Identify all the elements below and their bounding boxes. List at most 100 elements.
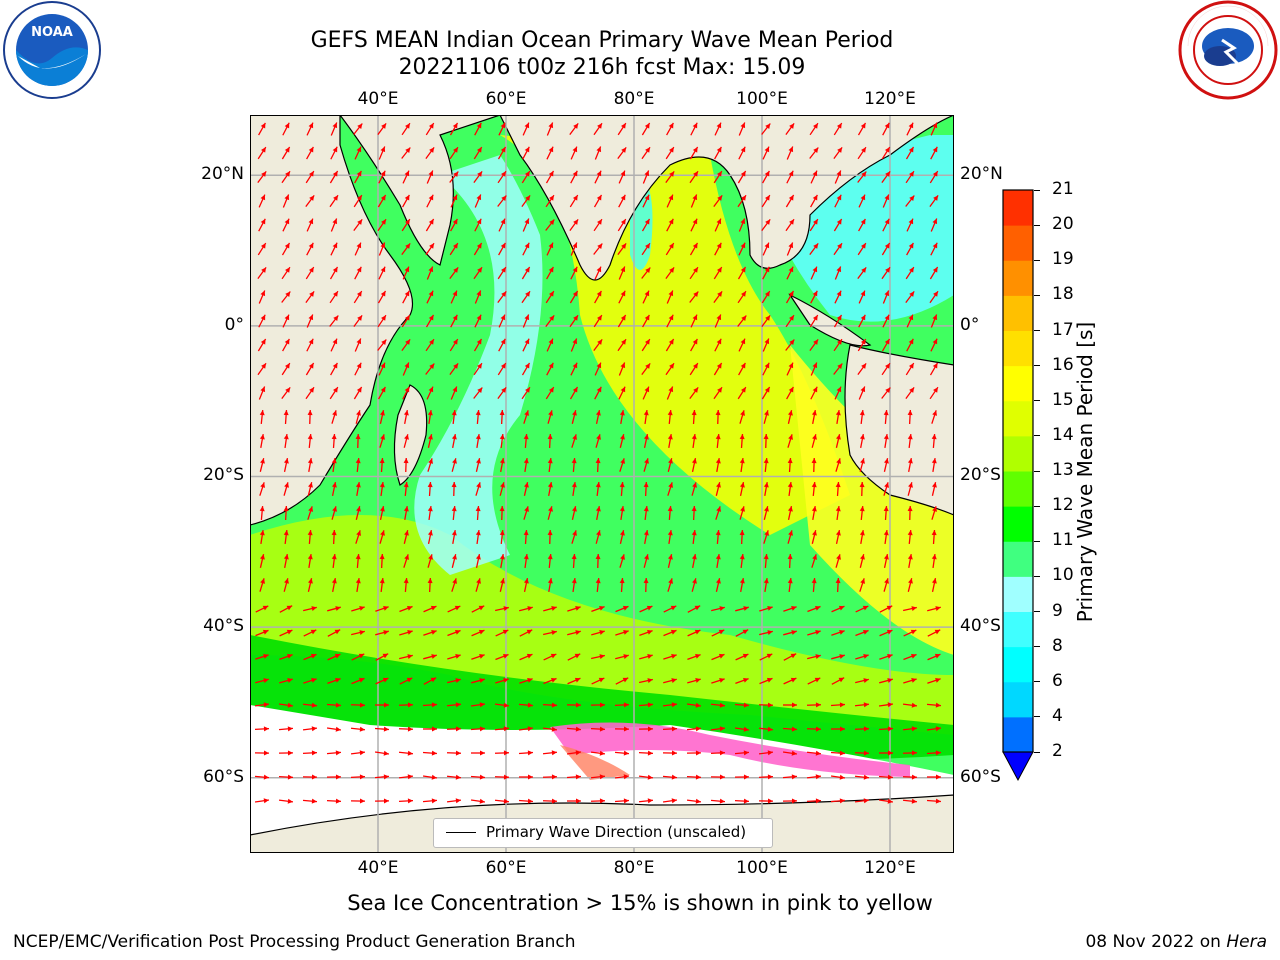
wave-arrow	[571, 410, 577, 424]
wave-arrow	[471, 605, 485, 613]
footer-credit: NCEP/EMC/Verification Post Processing Pr…	[13, 932, 576, 952]
wave-arrow	[595, 434, 601, 448]
wave-arrow	[474, 218, 482, 232]
colorbar-tick-mark	[1034, 294, 1040, 296]
colorbar-extend-low	[1002, 751, 1034, 782]
wave-arrow	[641, 146, 651, 160]
wave-arrow	[498, 314, 506, 328]
wave-arrow	[854, 750, 870, 756]
wave-arrow	[881, 146, 891, 160]
wave-arrow	[763, 530, 769, 544]
wave-arrow	[858, 386, 866, 400]
wave-arrow	[787, 457, 793, 473]
wave-arrow	[521, 290, 531, 304]
wave-arrow	[614, 774, 630, 780]
wave-arrow	[523, 410, 529, 424]
wave-arrow	[762, 242, 770, 256]
wave-arrow	[330, 146, 338, 160]
wave-arrow	[471, 678, 485, 684]
wave-arrow	[451, 458, 457, 472]
wave-arrow	[714, 338, 722, 352]
wave-arrow	[427, 530, 433, 544]
wave-arrow	[905, 170, 915, 184]
wave-arrow	[662, 774, 678, 780]
wave-arrow	[859, 481, 865, 497]
wave-arrow	[475, 578, 481, 592]
wave-arrow	[759, 677, 773, 685]
wave-arrow	[590, 702, 606, 708]
wave-arrow	[375, 630, 389, 636]
wave-arrow	[762, 362, 770, 376]
wave-arrow	[329, 386, 339, 400]
wave-arrow	[763, 457, 769, 473]
wave-arrow	[761, 123, 771, 135]
wave-arrow	[786, 362, 794, 376]
wave-arrow	[662, 726, 678, 732]
wave-arrow	[806, 750, 822, 756]
wave-arrow	[398, 702, 414, 708]
wave-arrow	[809, 147, 819, 159]
wave-arrow	[642, 314, 650, 328]
wave-arrow	[403, 505, 409, 521]
wave-arrow	[566, 726, 582, 732]
wave-arrow	[926, 702, 942, 708]
wave-arrow	[450, 194, 458, 208]
wave-arrow	[546, 266, 554, 280]
wave-arrow	[303, 653, 317, 661]
wave-arrow	[665, 146, 675, 160]
wave-arrow	[859, 578, 865, 592]
wave-arrow	[427, 409, 433, 425]
lat-tick-label: 40°S	[960, 616, 1001, 637]
colorbar-tick-label: 11	[1052, 530, 1074, 551]
wave-arrow	[374, 750, 390, 756]
wave-arrow	[302, 702, 318, 708]
wave-arrow	[739, 529, 745, 545]
wave-arrow	[546, 242, 554, 256]
wave-arrow	[473, 146, 483, 160]
wave-arrow	[591, 630, 605, 636]
wave-arrow	[326, 798, 342, 804]
wave-arrow	[710, 798, 726, 804]
wave-arrow	[257, 338, 267, 352]
wave-arrow	[907, 433, 913, 449]
wave-arrow	[281, 387, 291, 399]
wave-arrow	[690, 218, 698, 232]
wave-arrow	[567, 677, 581, 685]
wave-arrow	[519, 606, 533, 612]
noaa-logo: NOAA	[3, 1, 101, 99]
wave-arrow	[594, 362, 602, 376]
wave-arrow	[619, 458, 625, 472]
colorbar-segment	[1003, 365, 1033, 402]
wave-arrow	[254, 750, 270, 756]
wave-arrow	[403, 410, 409, 424]
wave-arrow	[470, 774, 486, 780]
wave-arrow	[858, 194, 866, 208]
wave-arrow	[859, 434, 865, 448]
wave-arrow	[518, 726, 534, 732]
wave-arrow	[859, 505, 865, 521]
wave-arrow	[786, 146, 794, 160]
wave-arrow	[422, 750, 438, 756]
wave-arrow	[447, 678, 461, 684]
wave-arrow	[882, 314, 890, 328]
colorbar-segment	[1003, 611, 1033, 648]
wave-arrow	[522, 218, 530, 232]
wave-arrow	[881, 338, 891, 352]
wave-arrow	[782, 774, 798, 780]
lon-tick-label: 80°E	[613, 89, 655, 109]
colorbar-tick-mark	[1034, 681, 1040, 683]
wave-arrow	[567, 798, 581, 804]
wave-arrow	[523, 433, 529, 449]
wave-arrow	[902, 750, 918, 756]
wave-arrow	[711, 653, 725, 661]
wave-arrow	[257, 171, 267, 183]
wave-arrow	[545, 219, 555, 231]
wave-arrow	[302, 774, 318, 780]
wave-arrow	[354, 146, 362, 160]
wave-arrow	[305, 266, 315, 280]
colorbar-tick-mark	[1034, 330, 1040, 331]
wave-arrow	[471, 629, 485, 637]
wave-arrow	[259, 505, 265, 521]
wave-arrow	[497, 362, 507, 376]
chart-title: GEFS MEAN Indian Ocean Primary Wave Mean…	[310, 28, 894, 53]
